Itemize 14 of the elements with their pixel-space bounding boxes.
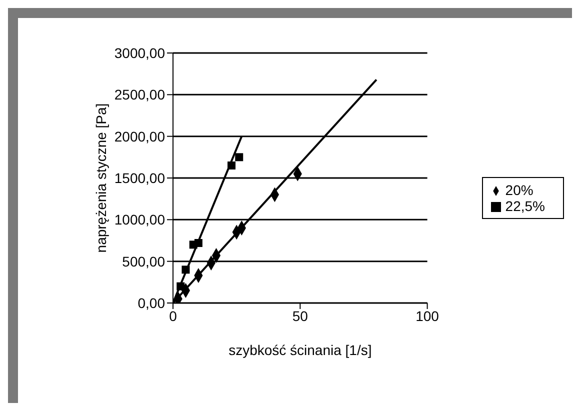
y-tick-label: 3000,00 bbox=[114, 44, 166, 61]
y-tick-label: 1000,00 bbox=[114, 212, 166, 228]
y-tick-label: 2000,00 bbox=[114, 128, 166, 144]
y-tick-label: 2500,00 bbox=[114, 86, 166, 103]
y-tick-label: 1500,00 bbox=[114, 170, 166, 186]
x-tick-label: 100 bbox=[416, 308, 440, 324]
legend-label: 22,5% bbox=[505, 198, 545, 214]
y-tick-label: 500,00 bbox=[122, 253, 166, 270]
x-tick-label: 50 bbox=[292, 308, 308, 324]
y-tick-label: 0,00 bbox=[138, 294, 166, 311]
x-axis-title: szybkość ścinania [1/s] bbox=[228, 342, 372, 358]
x-tick-label: 0 bbox=[169, 308, 178, 324]
y-axis-title: naprężenia styczne [Pa] bbox=[92, 103, 109, 253]
legend-label: 20% bbox=[505, 182, 534, 198]
